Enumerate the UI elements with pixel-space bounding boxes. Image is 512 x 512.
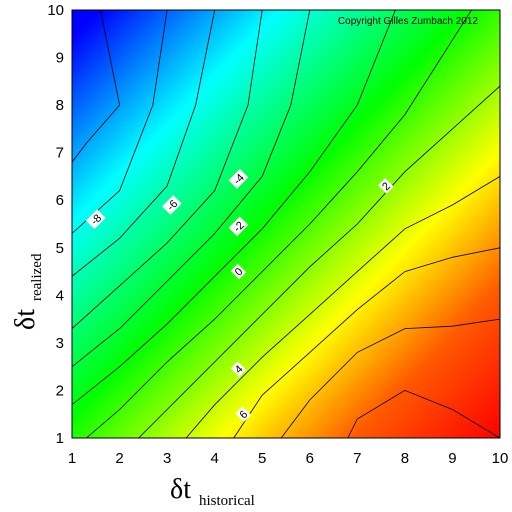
contour-line <box>138 85 500 438</box>
y-tick-label: 5 <box>56 240 64 257</box>
y-tick-label: 2 <box>56 382 64 399</box>
x-axis-label: δt historical <box>170 474 255 509</box>
contour-labels: -8 -6 -4 -2 0 2 4 6 <box>85 168 394 423</box>
contour-line <box>280 318 500 438</box>
x-tick-label: 6 <box>306 450 314 467</box>
plot-frame <box>71 9 501 439</box>
x-tick-label: 9 <box>448 450 456 467</box>
x-axis-ticks: 1 2 3 4 5 6 7 8 9 10 <box>68 450 509 467</box>
contour-label: -2 <box>228 216 249 237</box>
x-tick-label: 8 <box>401 450 409 467</box>
contour-label: 4 <box>230 361 247 377</box>
contour-line <box>72 10 216 277</box>
y-tick-label: 3 <box>56 335 64 352</box>
contour-line <box>72 10 396 406</box>
y-tick-label: 4 <box>56 287 64 304</box>
contour-label: 0 <box>230 263 247 280</box>
contour-label: -6 <box>161 195 182 215</box>
x-tick-label: 1 <box>68 450 76 467</box>
x-tick-label: 2 <box>115 450 123 467</box>
y-axis-ticks: 1 2 3 4 5 6 7 8 9 10 <box>47 2 64 447</box>
contour-lines <box>72 10 500 438</box>
contour-line <box>347 389 500 438</box>
svg-text:realized: realized <box>29 253 45 301</box>
y-tick-label: 10 <box>47 2 64 19</box>
contour-label: 2 <box>378 178 394 194</box>
x-tick-label: 4 <box>210 450 218 467</box>
y-axis-label: δt realized <box>10 253 45 330</box>
contour-line <box>233 247 500 438</box>
x-tick-label: 5 <box>258 450 266 467</box>
x-tick-label: 10 <box>492 450 509 467</box>
x-tick-label: 7 <box>353 450 361 467</box>
contour-line <box>72 10 311 368</box>
copyright-text: Copyright Gilles Zumbach 2012 <box>338 16 479 27</box>
contour-line <box>72 10 263 329</box>
y-tick-label: 6 <box>56 192 64 209</box>
y-tick-label: 8 <box>56 97 64 114</box>
y-tick-label: 7 <box>56 145 64 162</box>
svg-text:δt: δt <box>10 309 41 330</box>
svg-text:historical: historical <box>199 493 255 509</box>
contour-line <box>72 10 121 163</box>
x-tick-label: 3 <box>163 450 171 467</box>
y-tick-label: 1 <box>56 430 64 447</box>
contour-label: 6 <box>235 406 251 423</box>
svg-text:δt: δt <box>170 474 191 505</box>
y-tick-label: 9 <box>56 50 64 67</box>
contour-line <box>86 10 472 438</box>
contour-line <box>185 176 500 438</box>
contour-label: -8 <box>85 209 106 230</box>
plot-background <box>72 10 500 438</box>
contour-label: -4 <box>228 168 249 189</box>
